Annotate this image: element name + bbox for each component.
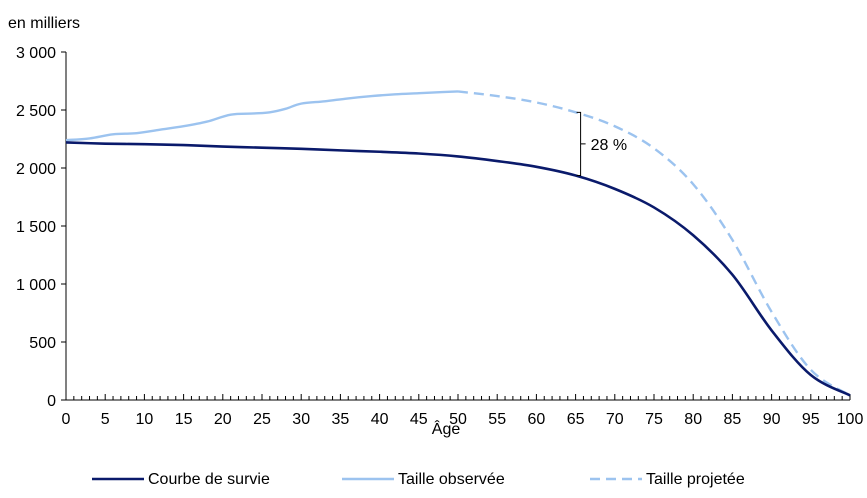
- x-tick-label: 60: [528, 411, 546, 428]
- x-tick-label: 90: [763, 411, 781, 428]
- legend-label: Taille projetée: [646, 471, 745, 488]
- x-tick-label: 45: [410, 411, 428, 428]
- x-tick-label: 15: [175, 411, 193, 428]
- legend: Courbe de survie Taille observée Taille pr…: [92, 471, 745, 488]
- x-tick-label: 95: [802, 411, 820, 428]
- legend-label: Taille observée: [398, 471, 505, 488]
- y-tick-label: 500: [29, 335, 56, 352]
- x-tick-label: 65: [567, 411, 585, 428]
- annotation-label: 28 %: [591, 137, 627, 154]
- series-line-taille-projet-e: [457, 90, 851, 397]
- legend-label: Courbe de survie: [148, 471, 270, 488]
- x-tick-label: 30: [292, 411, 310, 428]
- x-tick-label: 0: [62, 411, 71, 428]
- annotation-layer: 28 %: [576, 111, 627, 177]
- x-tick-label: 35: [332, 411, 350, 428]
- y-tick-label: 1 500: [16, 219, 56, 236]
- y-axis-ticks: 0 500 1 000 1 500 2 000 2 500 3 000: [16, 45, 66, 410]
- series-line-courbe-de-survie: [65, 141, 851, 397]
- x-tick-label: 50: [449, 411, 467, 428]
- x-tick-label: 40: [371, 411, 389, 428]
- axes: [65, 52, 850, 401]
- x-tick-label: 80: [684, 411, 702, 428]
- y-tick-label: 3 000: [16, 45, 56, 62]
- y-tick-label: 2 000: [16, 161, 56, 178]
- y-tick-label: 0: [47, 393, 56, 410]
- x-tick-label: 20: [214, 411, 232, 428]
- annotation-bracket: [576, 111, 586, 177]
- y-tick-label: 2 500: [16, 103, 56, 120]
- x-tick-label: 25: [253, 411, 271, 428]
- x-tick-label: 70: [606, 411, 624, 428]
- x-tick-label: 85: [724, 411, 742, 428]
- x-tick-label: 55: [488, 411, 506, 428]
- y-tick-label: 1 000: [16, 277, 56, 294]
- x-tick-label: 10: [136, 411, 154, 428]
- x-tick-label: 5: [101, 411, 110, 428]
- series-line-taille-observ-e: [65, 90, 459, 142]
- x-axis-label: Âge: [432, 419, 461, 438]
- x-axis-ticks: 0 5 10 15 20 25 30 35 40 45 50 55 60 65 70 75 80 85 90 95 10…: [62, 394, 864, 428]
- x-tick-label: 75: [645, 411, 663, 428]
- x-tick-label: 100: [837, 411, 864, 428]
- series-layer: [65, 90, 851, 397]
- y-axis-label: en milliers: [8, 15, 80, 32]
